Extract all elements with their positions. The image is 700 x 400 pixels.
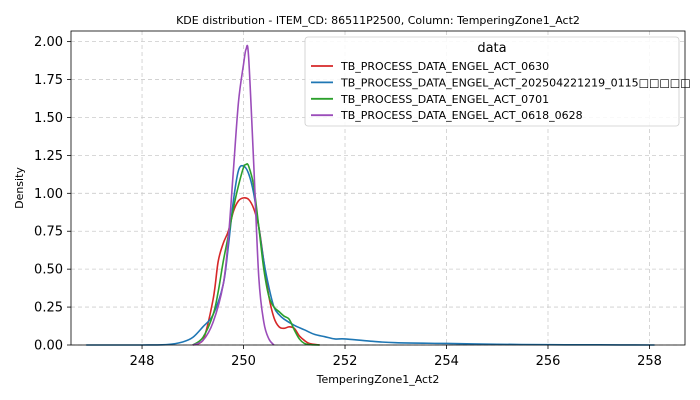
x-axis-label: TemperingZone1_Act2 [316, 373, 440, 386]
y-tick-label: 1.25 [34, 149, 63, 164]
y-tick-label: 0.25 [34, 301, 63, 316]
x-tick-label: 248 [130, 354, 155, 369]
axis-layer: 248 250 252 254 256 258 0.00 0.25 0.50 0.75 1.00 1.… [34, 35, 662, 369]
legend-box [304, 36, 680, 127]
y-tick-label: 1.00 [34, 187, 63, 202]
series-layer [86, 44, 655, 346]
y-tick-label: 0.00 [34, 339, 63, 354]
y-tick-label: 0.50 [34, 263, 63, 278]
legend-label-1: TB_PROCESS_DATA_ENGEL_ACT_0630 [340, 60, 549, 73]
y-tick-label: 1.75 [34, 73, 63, 88]
legend-title: data [477, 41, 506, 56]
plot-frame [70, 30, 686, 346]
legend-label-4: TB_PROCESS_DATA_ENGEL_ACT_0618_0628 [340, 109, 583, 122]
x-tick-label: 252 [333, 354, 358, 369]
y-tick-label: 1.50 [34, 111, 63, 126]
x-tick-label: 256 [536, 354, 561, 369]
legend-label-2: TB_PROCESS_DATA_ENGEL_ACT_202504221219_0… [340, 76, 691, 89]
legend: data TB_PROCESS_DATA_ENGEL_ACT_0630TB_PR… [304, 36, 691, 127]
series-line-4 [192, 44, 275, 346]
legend-label-3: TB_PROCESS_DATA_ENGEL_ACT_0701 [340, 93, 549, 106]
y-tick-label: 2.00 [34, 35, 63, 50]
x-tick-label: 250 [231, 354, 256, 369]
x-tick-label: 258 [637, 354, 662, 369]
series-line-2 [86, 164, 655, 346]
x-tick-label: 254 [434, 354, 459, 369]
y-axis-label: Density [13, 167, 26, 209]
y-tick-label: 0.75 [34, 225, 63, 240]
chart-title: KDE distribution - ITEM_CD: 86511P2500, … [176, 14, 580, 27]
legend-entries: TB_PROCESS_DATA_ENGEL_ACT_0630 TB_PROCESS… [311, 60, 691, 122]
